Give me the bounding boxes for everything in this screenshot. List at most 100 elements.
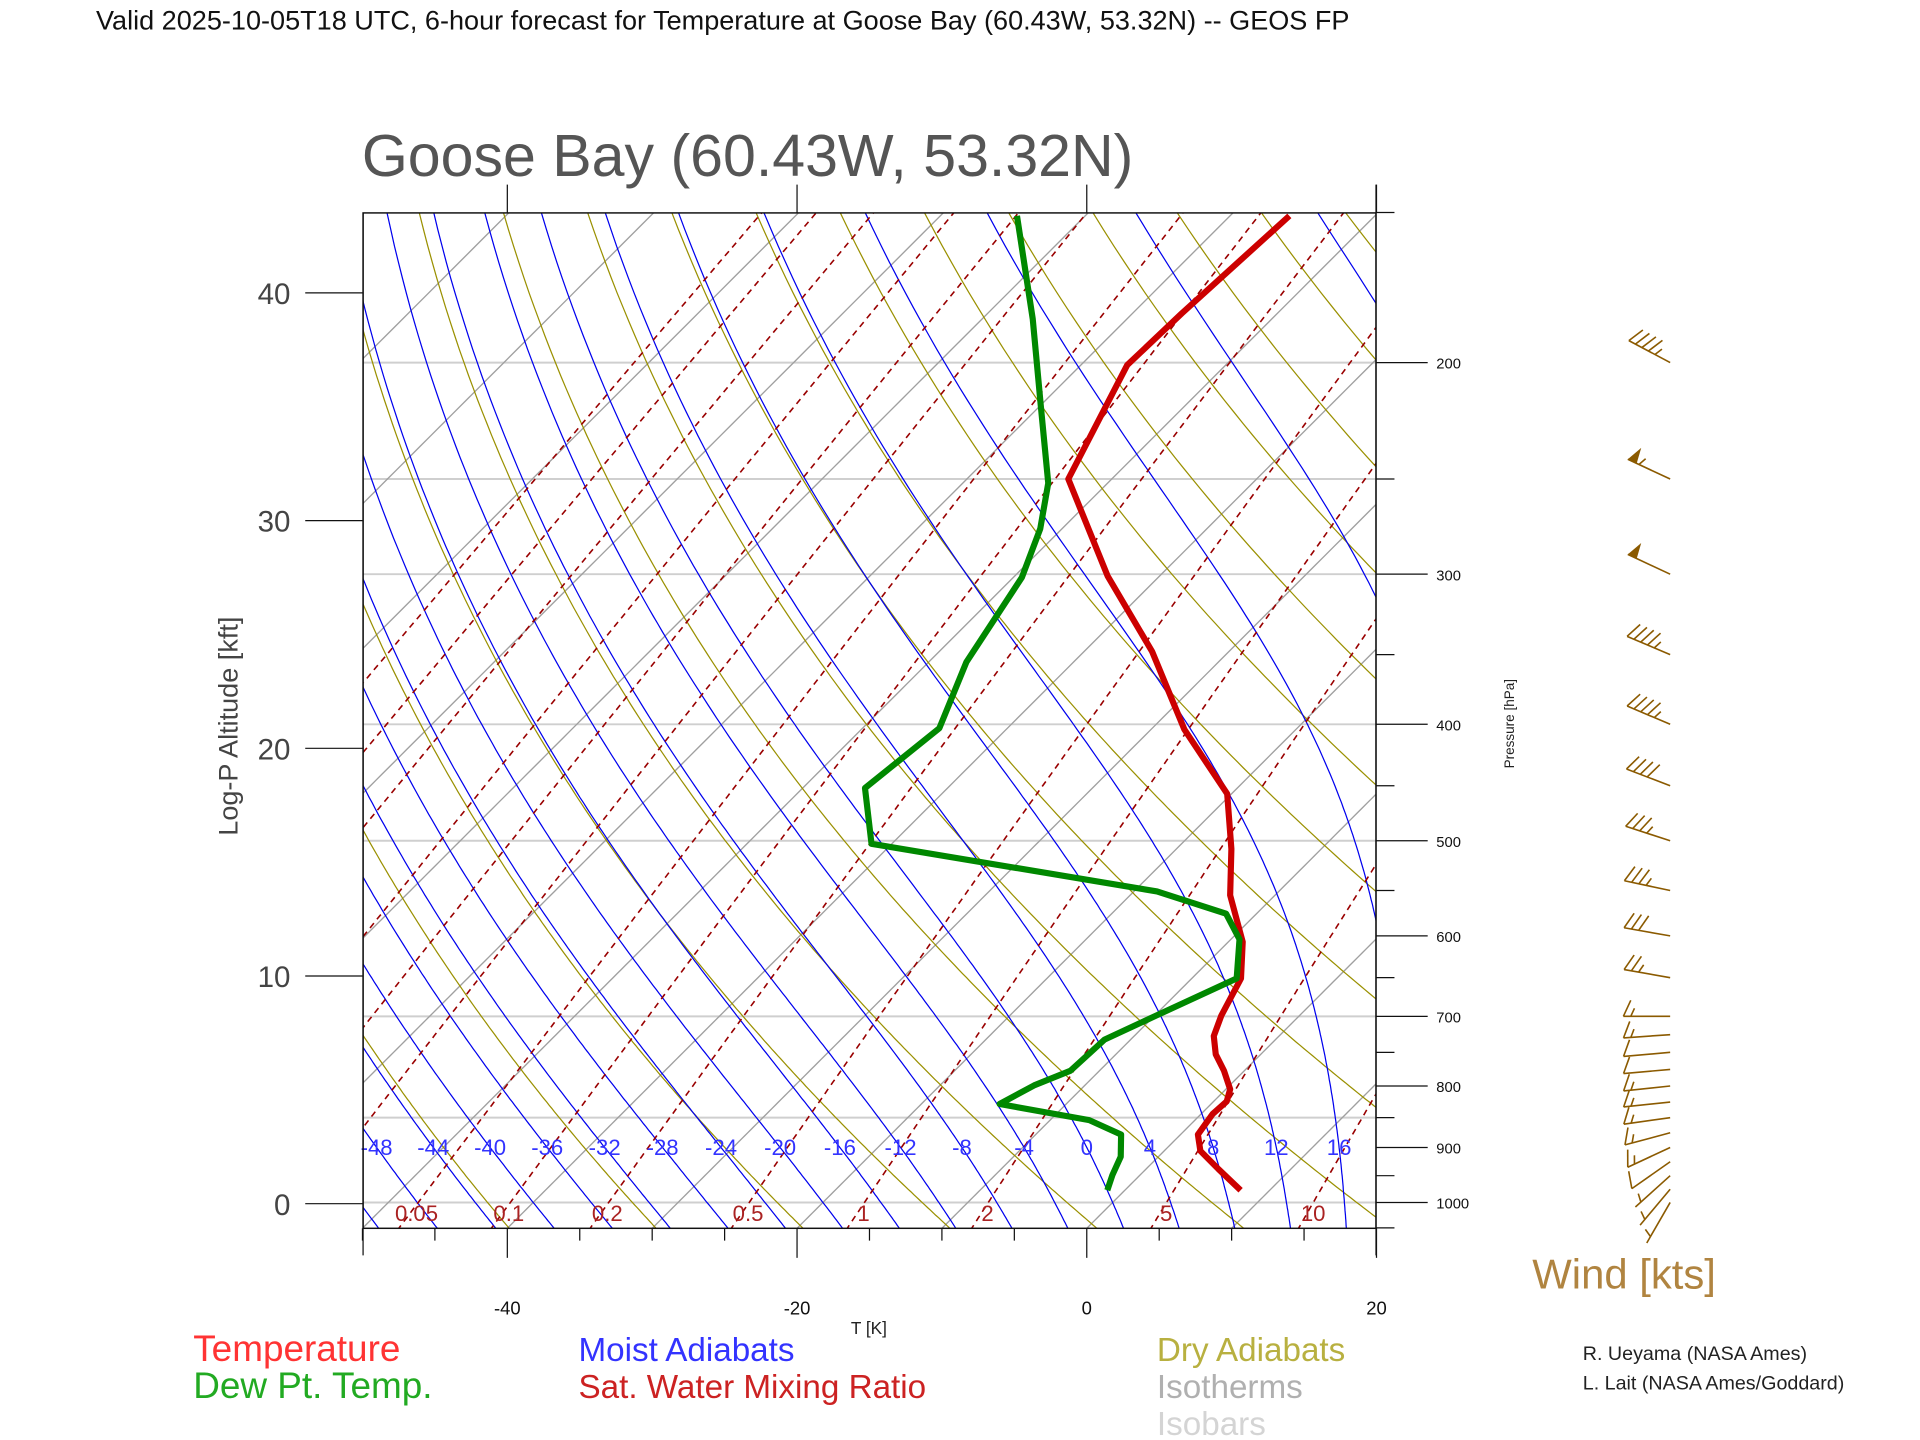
moist-adiabat-line	[1529, 212, 1640, 1230]
wind-barb-full	[1626, 623, 1641, 637]
moist-adiabat-label: -40	[474, 1135, 506, 1160]
background-lines	[0, 212, 1920, 1230]
moist-adiabat-line	[363, 1127, 439, 1229]
mixing-ratio-line	[1149, 862, 1376, 1229]
mixing-ratio-line	[363, 212, 955, 938]
wind-barb-full	[1625, 756, 1640, 770]
wind-barb	[1623, 866, 1671, 892]
pressure-tick-label: 400	[1436, 718, 1461, 734]
dry-adiabat-line	[418, 212, 1098, 1229]
mixing-ratio-line	[1297, 1092, 1376, 1229]
mixing-ratio-line	[363, 212, 1088, 1129]
wind-barb	[1624, 1127, 1671, 1146]
x-tick-label: -40	[494, 1297, 521, 1318]
moist-adiabat-line	[0, 212, 145, 1230]
wind-barb-full	[1623, 866, 1636, 882]
dry-adiabat-line	[363, 602, 804, 1229]
isotherm-line	[363, 212, 800, 650]
moist-adiabat-label: -20	[764, 1135, 796, 1160]
wind-barb-staff	[1631, 1161, 1671, 1190]
dry-adiabat-line	[1766, 212, 1920, 1230]
mixing-ratio-line	[363, 212, 763, 684]
wind-barb-full	[1634, 332, 1650, 345]
moist-adiabat-line	[363, 784, 672, 1229]
wind-barb-full	[1623, 912, 1635, 929]
moist-adiabat-label: 4	[1144, 1135, 1156, 1160]
moist-adiabat-label: -36	[531, 1135, 563, 1160]
wind-barb-full	[1640, 629, 1655, 643]
wind-barb-full	[1646, 702, 1662, 716]
wind-barb	[1627, 1161, 1671, 1190]
page-title: Valid 2025-10-05T18 UTC, 6-hour forecast…	[96, 5, 1349, 36]
isotherm-line	[796, 648, 1376, 1229]
wind-barb-staff	[1626, 635, 1671, 656]
wind-barb-staff	[1623, 968, 1671, 979]
dry-adiabat-line	[755, 212, 1376, 1000]
moist-adiabat-label: -44	[417, 1135, 449, 1160]
moist-adiabat-line	[363, 962, 555, 1229]
y-axis-label-right: Pressure [hPa]	[1502, 679, 1517, 768]
mixing-ratio-label: 2	[981, 1201, 993, 1226]
axes: -40 -20 0 200102030401000900800700600500400…	[258, 184, 1469, 1318]
wind-barb	[1627, 543, 1671, 575]
moist-adiabat-label: -32	[589, 1135, 621, 1160]
isotherm-line	[651, 503, 1376, 1229]
moist-adiabat-label: -28	[647, 1135, 679, 1160]
legend-dry-adiabats: Dry Adiabats	[1157, 1332, 1345, 1369]
wind-barb	[1622, 999, 1671, 1018]
dry-adiabat-line	[839, 212, 1376, 893]
moist-adiabat-label: -8	[952, 1135, 972, 1160]
wind-barb-full	[1638, 869, 1651, 885]
wind-barb-staff	[1626, 705, 1671, 726]
isotherm-line	[1230, 1082, 1376, 1229]
moist-adiabat-label: 16	[1327, 1135, 1352, 1160]
wind-barb-staff	[1634, 1175, 1671, 1208]
dry-adiabat-line	[1514, 212, 1920, 1230]
dry-adiabat-line	[923, 212, 1376, 786]
x-axis-label: T [K]	[851, 1318, 887, 1338]
mixing-ratio-label: 0.5	[733, 1201, 764, 1226]
isotherm-line	[363, 213, 1376, 1229]
wind-barb-half	[1630, 1114, 1635, 1124]
wind-barb	[1626, 1146, 1671, 1168]
moist-adiabat-label: -24	[705, 1135, 737, 1160]
isotherm-line	[1519, 212, 1920, 1230]
isotherm-line	[1664, 212, 1920, 1230]
pressure-tick-label: 600	[1436, 930, 1461, 946]
wind-barb-full	[1632, 758, 1647, 773]
mixing-ratio-label: 0.1	[493, 1201, 524, 1226]
mixing-ratio-label: 1	[857, 1201, 869, 1226]
altitude-tick-label: 40	[258, 278, 291, 311]
credit-line-1: R. Ueyama (NASA Ames)	[1583, 1343, 1807, 1365]
wind-barb-full	[1626, 693, 1641, 707]
wind-barb	[1625, 812, 1671, 842]
wind-barb-half	[1630, 1007, 1636, 1017]
wind-barb-staff	[1624, 1132, 1671, 1146]
isotherm-line	[363, 212, 1234, 1084]
moist-adiabat-label: -4	[1014, 1135, 1034, 1160]
dry-adiabat-line	[1851, 212, 1920, 1230]
wind-barb-staff	[1628, 339, 1671, 364]
profiles	[861, 213, 1292, 1193]
wind-barb	[1622, 1090, 1671, 1108]
moist-adiabat-line	[363, 1046, 497, 1229]
mixing-ratio-label: 0.2	[592, 1201, 623, 1226]
wind-barb-staff	[1623, 1085, 1671, 1092]
moist-adiabat-line	[363, 298, 901, 1229]
wind-barb	[1628, 329, 1671, 364]
wind-barb-full	[1627, 1171, 1633, 1189]
wind-barb-half	[1630, 1097, 1635, 1107]
moist-adiabat-label: 0	[1081, 1135, 1093, 1160]
mixing-ratio-line	[363, 212, 818, 754]
wind-barb-half	[1644, 1228, 1652, 1238]
wind-barb-full	[1647, 339, 1663, 352]
wind-barb-full	[1625, 812, 1639, 827]
legend-isobars: Isobars	[1157, 1406, 1266, 1440]
moist-adiabat-line	[363, 577, 787, 1229]
x-tick-label: 20	[1366, 1297, 1387, 1318]
wind-barb	[1626, 623, 1671, 656]
wind-barb-full	[1622, 1090, 1631, 1108]
wind-barb	[1639, 1188, 1671, 1226]
wind-barb-staff	[1623, 1101, 1671, 1108]
wind-barb-full	[1639, 761, 1654, 775]
